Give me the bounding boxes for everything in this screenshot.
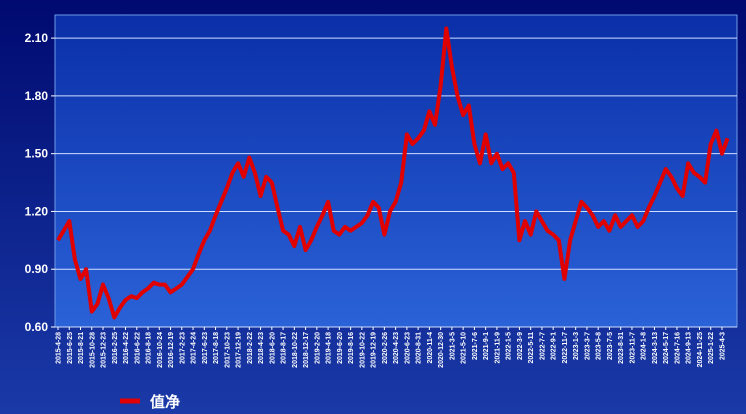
y-tick-label: 2.10: [25, 31, 49, 45]
x-tick-label: 2023-8-31: [618, 332, 625, 364]
x-tick-label: 2015-8-21: [78, 332, 85, 364]
x-tick-label: 2024-5-17: [663, 332, 670, 364]
x-tick-label: 2022-1-5: [506, 332, 513, 360]
x-tick-label: 2018-2-22: [247, 332, 254, 364]
x-tick-label: 2018-8-17: [281, 332, 288, 364]
legend-label: 值净: [150, 393, 180, 411]
x-tick-label: 2023-3-7: [584, 332, 591, 360]
x-tick-label: 2017-8-18: [213, 332, 220, 364]
x-tick-label: 2020-2-26: [382, 332, 389, 364]
x-tick-label: 2016-10-24: [157, 332, 164, 368]
x-tick-label: 2021-11-9: [494, 332, 501, 364]
y-tick-label: 1.80: [25, 89, 49, 103]
x-tick-label: 2020-11-4: [427, 332, 434, 364]
x-tick-label: 2017-12-19: [236, 332, 243, 368]
y-tick-label: 0.90: [25, 262, 49, 276]
series-line: [56, 26, 730, 320]
x-tick-label: 2016-2-25: [112, 332, 119, 364]
x-tick-label: 2019-6-20: [337, 332, 344, 364]
x-tick-label: 2017-6-23: [202, 332, 209, 364]
x-tick-label: 2024-3-13: [652, 332, 659, 364]
x-tick-label: 2021-7-6: [472, 332, 479, 360]
x-tick-label: 2023-11-7: [629, 332, 636, 364]
x-tick-label: 2015-4-28: [56, 332, 63, 364]
x-tick-label: 2015-12-23: [101, 332, 108, 368]
y-tick-label: 1.50: [25, 147, 49, 161]
x-tick-label: 2019-2-20: [314, 332, 321, 364]
x-tick-label: 2016-4-22: [123, 332, 130, 364]
x-tick-label: 2020-12-30: [438, 332, 445, 368]
x-tick-label: 2023-7-5: [607, 332, 614, 360]
x-tick-label: 2018-4-23: [258, 332, 265, 364]
x-tick-label: 2022-11-7: [562, 332, 569, 364]
x-tick-label: 2024-9-13: [686, 332, 693, 364]
x-tick-label: 2022-3-9: [517, 332, 524, 360]
x-tick-label: 2015-10-28: [89, 332, 96, 368]
x-tick-label: 2022-7-7: [539, 332, 546, 360]
x-tick-label: 2021-9-1: [483, 332, 490, 360]
x-tick-label: 2019-8-16: [348, 332, 355, 364]
x-tick-label: 2020-6-23: [404, 332, 411, 364]
x-tick-label: 2023-1-3: [573, 332, 580, 360]
x-tick-label: 2020-8-31: [416, 332, 423, 364]
x-tick-label: 2021-3-5: [449, 332, 456, 360]
plot-area: [54, 14, 738, 328]
x-tick-label: 2021-5-10: [461, 332, 468, 364]
x-tick-label: 2020-4-23: [393, 332, 400, 364]
x-tick-label: 2018-6-20: [269, 332, 276, 364]
x-tick-label: 2018-10-22: [292, 332, 299, 368]
x-tick-label: 2016-8-18: [146, 332, 153, 364]
x-tick-label: 2024-11-25: [697, 332, 704, 368]
y-tick-label: 0.60: [25, 320, 49, 334]
x-tick-label: 2023-5-8: [596, 332, 603, 360]
x-tick-label: 2015-6-25: [67, 332, 74, 364]
x-tick-label: 2019-4-18: [326, 332, 333, 364]
x-tick-label: 2017-4-24: [191, 332, 198, 364]
x-tick-label: 2017-10-23: [224, 332, 231, 368]
x-tick-label: 2022-5-11: [528, 332, 535, 364]
x-tick-label: 2019-10-22: [359, 332, 366, 368]
x-tick-label: 2024-7-16: [674, 332, 681, 364]
x-tick-label: 2016-6-22: [134, 332, 141, 364]
x-tick-label: 2018-12-17: [303, 332, 310, 368]
x-tick-label: 2024-1-8: [641, 332, 648, 360]
x-tick-label: 2017-2-23: [179, 332, 186, 364]
y-tick-label: 1.20: [25, 204, 49, 218]
x-tick-label: 2019-12-19: [371, 332, 378, 368]
x-tick-label: 2022-9-1: [551, 332, 558, 360]
x-tick-label: 2016-12-19: [168, 332, 175, 368]
x-tick-label: 2025-1-22: [708, 332, 715, 364]
x-tick-label: 2025-4-3: [719, 332, 726, 360]
